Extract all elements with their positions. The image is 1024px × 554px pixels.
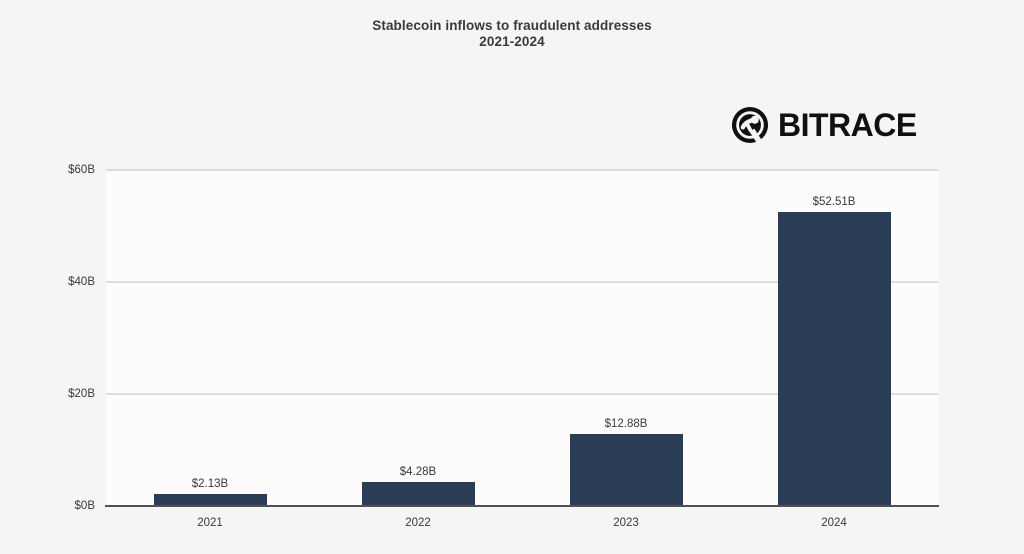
- value-label-2024: $52.51B: [812, 195, 856, 208]
- gridline-$40B: [106, 281, 938, 283]
- value-label-2022: $4.28B: [399, 466, 437, 479]
- y-tick-label: $40B: [68, 276, 95, 288]
- y-tick-label: $0B: [74, 500, 95, 512]
- x-tick-label-2022: 2022: [405, 517, 431, 529]
- x-axis-line: [105, 505, 939, 507]
- bitrace-logo: BITRACE: [731, 106, 917, 144]
- x-tick-label-2023: 2023: [613, 517, 639, 529]
- bar-2024: [777, 211, 891, 506]
- chart-title-line1: Stablecoin inflows to fraudulent address…: [372, 18, 652, 33]
- gridline-$60B: [106, 169, 938, 171]
- x-tick-label-2024: 2024: [821, 517, 847, 529]
- gridline-$20B: [106, 393, 938, 395]
- value-label-2021: $2.13B: [191, 478, 229, 491]
- value-label-2023: $12.88B: [604, 417, 648, 430]
- bar-2023: [569, 433, 683, 506]
- x-tick-label-2021: 2021: [197, 517, 223, 529]
- chart-title-line2: 2021-2024: [479, 34, 545, 49]
- y-tick-label: $60B: [68, 164, 95, 176]
- bar-2021: [153, 494, 267, 506]
- brand-name: BITRACE: [778, 107, 917, 143]
- bitrace-circle-icon: [731, 106, 769, 144]
- y-tick-label: $20B: [68, 388, 95, 400]
- chart-title: Stablecoin inflows to fraudulent address…: [0, 18, 1024, 50]
- bar-2022: [361, 482, 475, 506]
